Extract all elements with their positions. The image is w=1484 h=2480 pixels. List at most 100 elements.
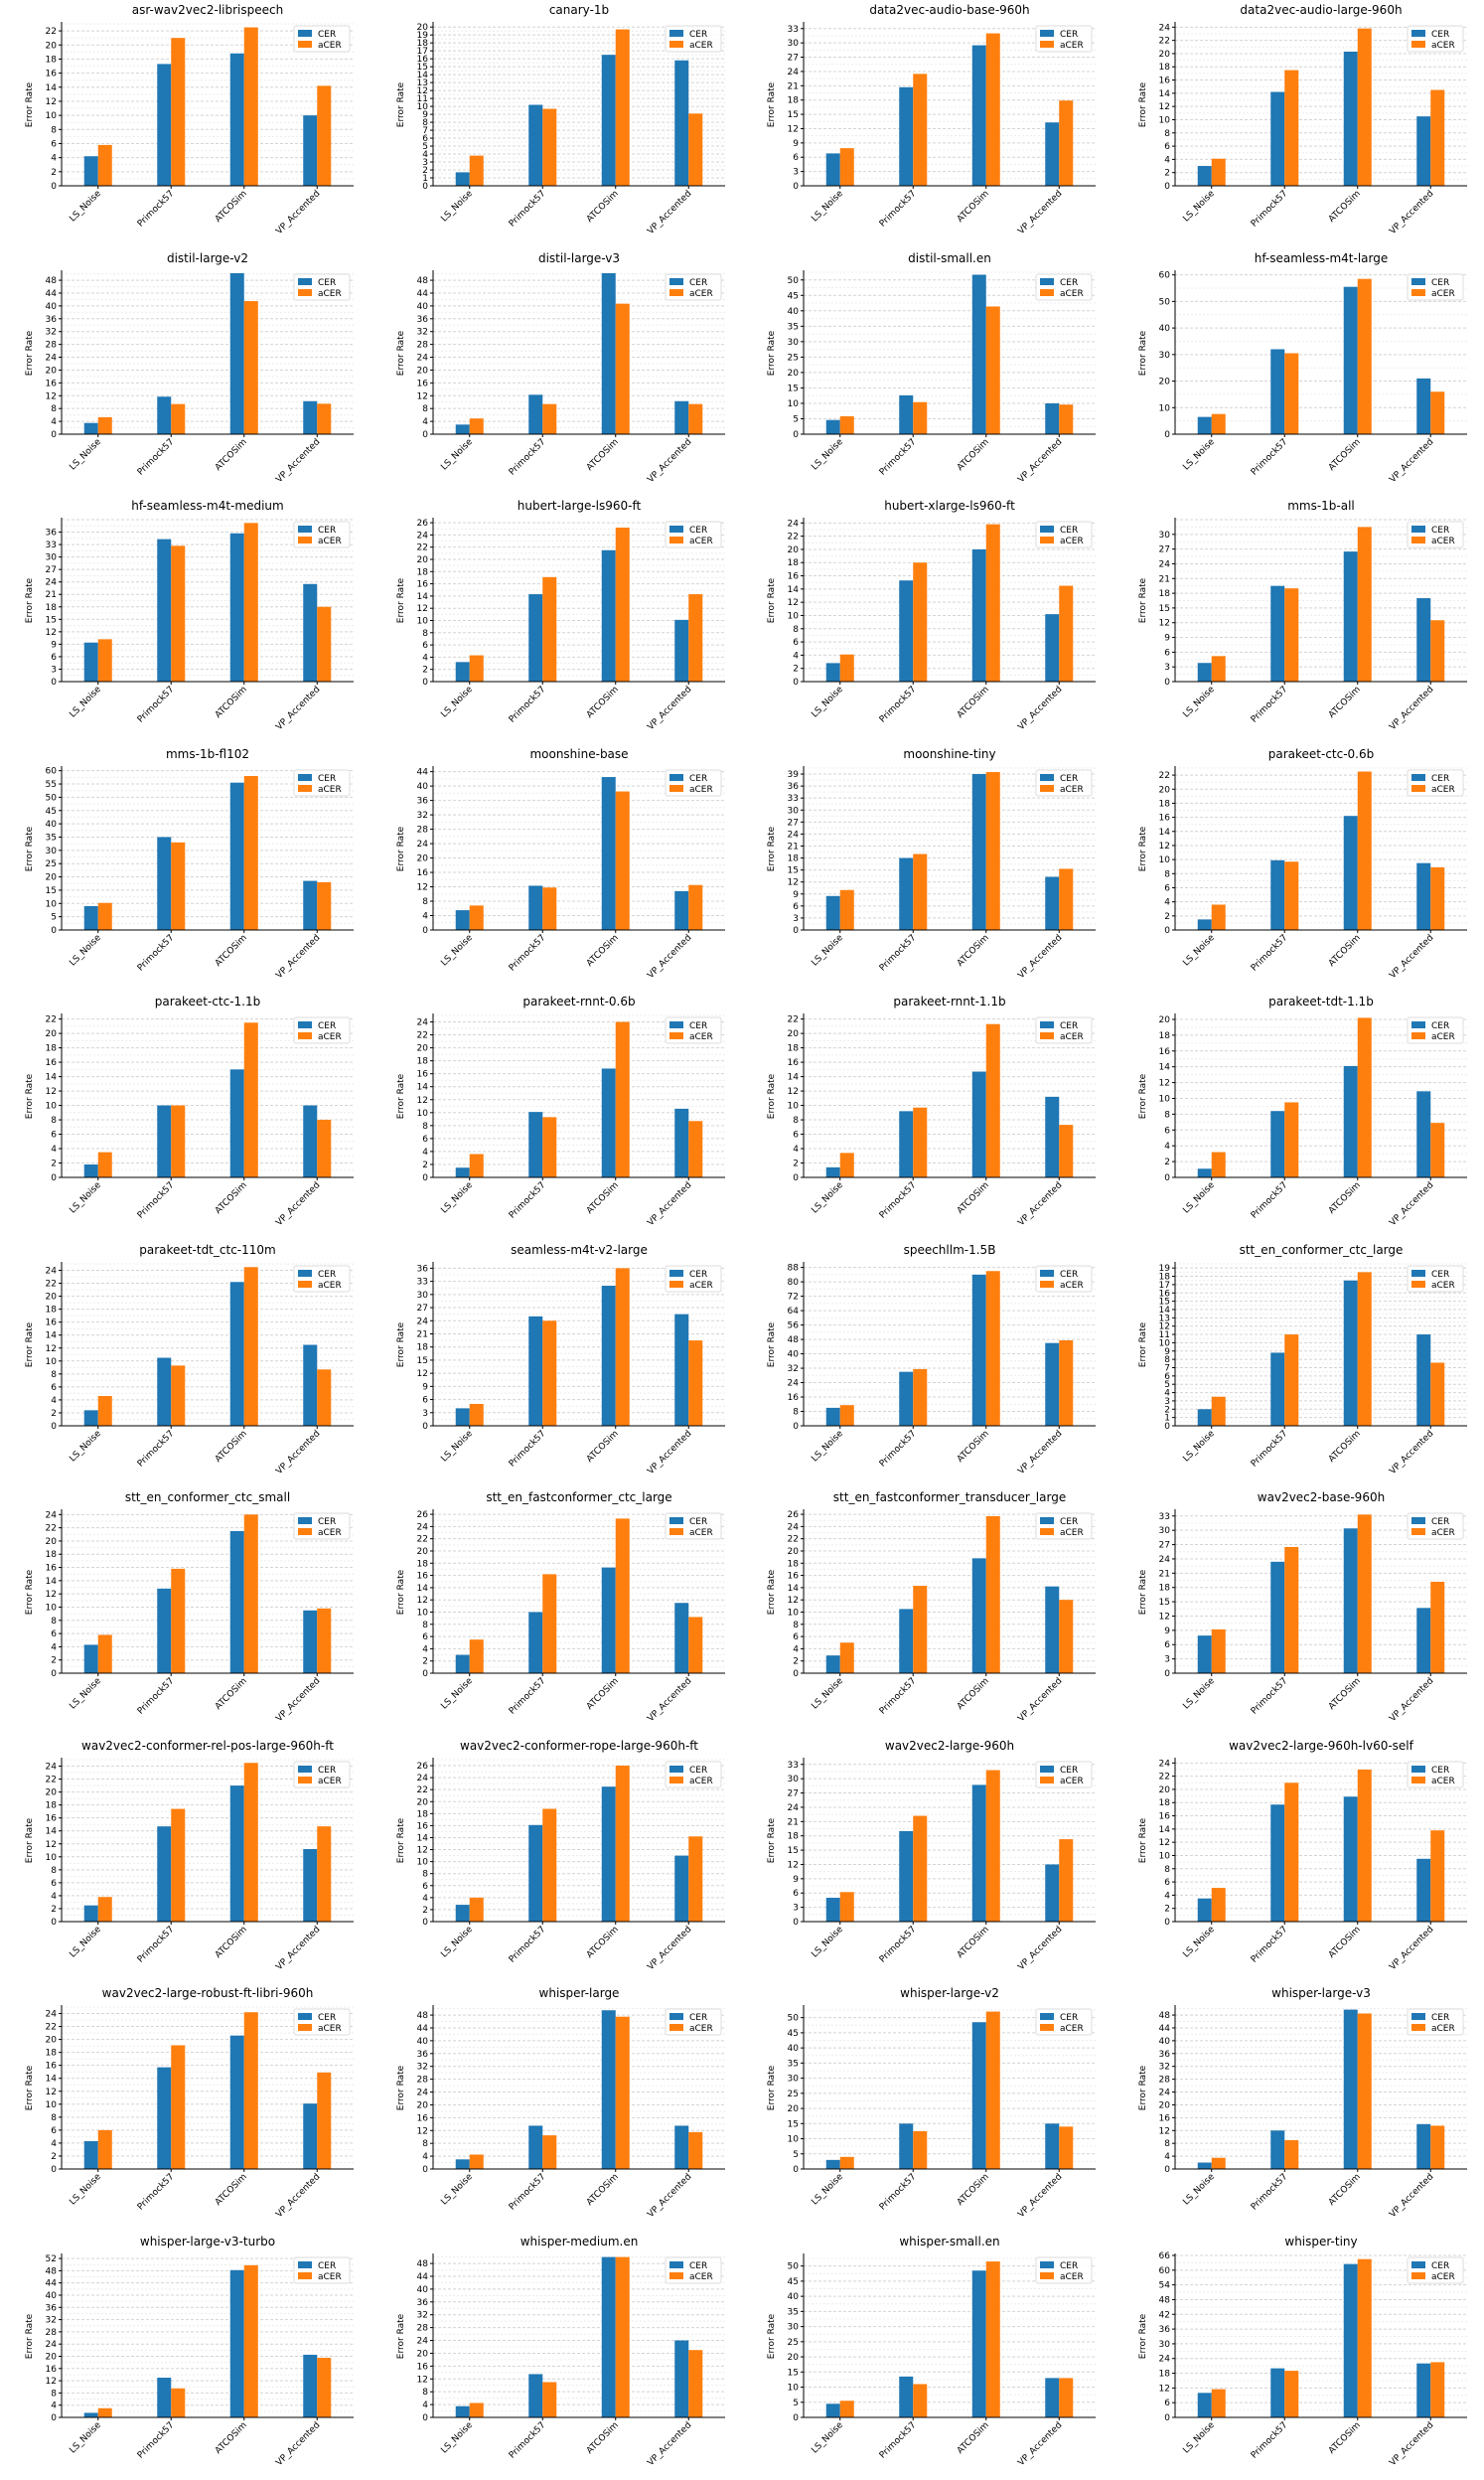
legend-swatch-acer: [1410, 288, 1425, 296]
y-tick-label: 9: [793, 139, 799, 149]
bar-acer-vp-accented: [687, 403, 702, 434]
y-axis-label: Error Rate: [767, 330, 777, 376]
y-tick-label: 4: [1164, 1891, 1170, 1901]
x-tick-label: Primock57: [878, 685, 919, 725]
y-tick-label: 25: [788, 2337, 799, 2347]
y-tick-label: 40: [788, 2044, 800, 2054]
bar-cer-vp-accented: [673, 2125, 688, 2169]
bar-cer-atcosim: [601, 1068, 616, 1177]
y-tick-label: 12: [46, 97, 57, 107]
y-tick-label: 2: [422, 666, 428, 676]
y-tick-label: 16: [46, 70, 58, 79]
bar-cer-primock57: [157, 2377, 172, 2417]
chart-panel: distil-small.en 0 5 10 15 20 25 30 35 40 45 50 Error…: [767, 251, 1096, 485]
bar-cer-ls-noise: [825, 419, 840, 434]
legend-swatch-acer: [1410, 1032, 1425, 1039]
y-tick-label: 27: [46, 565, 57, 575]
y-tick-label: 4: [422, 2152, 428, 2162]
x-tick-label: LS_Noise: [810, 1180, 845, 1216]
y-tick-label: 18: [416, 1342, 428, 1352]
y-tick-label: 12: [788, 877, 799, 887]
y-tick-label: 20: [788, 2104, 800, 2114]
bar-cer-vp-accented: [1045, 1342, 1060, 1426]
x-tick-label: VP_Accented: [646, 1429, 693, 1476]
x-tick-label: LS_Noise: [439, 932, 475, 968]
y-tick-label: 0: [422, 1669, 428, 1679]
y-tick-label: 55: [46, 780, 57, 790]
x-tick-label: ATCOSim: [584, 685, 620, 720]
y-axis-label: Error Rate: [767, 2065, 777, 2110]
bar-cer-vp-accented: [1415, 1091, 1430, 1177]
bar-cer-vp-accented: [673, 1855, 688, 1922]
x-tick-label: LS_Noise: [1181, 189, 1217, 225]
y-tick-label: 8: [1164, 869, 1170, 879]
y-tick-label: 4: [422, 2401, 428, 2410]
chart-title: stt_en_conformer_ctc_small: [125, 1490, 290, 1504]
y-tick-label: 9: [422, 110, 428, 120]
y-tick-label: 10: [46, 111, 58, 121]
legend-label-acer: aCER: [1431, 537, 1455, 546]
bar-acer-primock57: [541, 886, 556, 930]
y-axis-label: Error Rate: [1138, 330, 1148, 376]
legend-swatch-cer: [668, 2013, 683, 2020]
y-axis-label: Error Rate: [767, 1321, 777, 1367]
legend-label-acer: aCER: [1431, 2024, 1455, 2034]
y-tick-label: 18: [416, 1809, 428, 1819]
bar-cer-ls-noise: [455, 172, 470, 186]
bar-cer-primock57: [1269, 91, 1284, 186]
chart-title: parakeet-tdt-1.1b: [1268, 995, 1374, 1008]
bar-acer-primock57: [1283, 70, 1298, 186]
y-tick-label: 15: [1158, 1598, 1169, 1608]
y-axis-label: Error Rate: [396, 826, 406, 871]
legend-label-acer: aCER: [1431, 2272, 1455, 2282]
y-tick-label: 30: [788, 806, 800, 816]
chart-title: parakeet-rnnt-0.6b: [522, 995, 635, 1008]
y-tick-label: 24: [788, 1802, 800, 1812]
y-tick-label: 72: [788, 1292, 799, 1302]
bar-cer-ls-noise: [1197, 663, 1212, 682]
bar-acer-atcosim: [243, 523, 258, 682]
x-tick-label: Primock57: [878, 1676, 919, 1717]
y-tick-label: 12: [46, 1839, 57, 1849]
bar-cer-vp-accented: [1415, 2363, 1430, 2417]
legend-swatch-acer: [668, 784, 683, 792]
bar-acer-ls-noise: [97, 1152, 112, 1177]
legend-label-cer: CER: [689, 1766, 707, 1776]
y-tick-label: 20: [416, 853, 428, 863]
y-tick-label: 20: [416, 366, 428, 376]
y-axis-label: Error Rate: [25, 81, 35, 127]
x-tick-label: VP_Accented: [1388, 933, 1435, 981]
y-tick-label: 5: [1164, 1380, 1170, 1390]
y-tick-label: 24: [788, 1378, 800, 1388]
legend-swatch-acer: [1410, 537, 1425, 543]
bar-acer-vp-accented: [317, 402, 332, 434]
x-tick-label: ATCOSim: [214, 437, 249, 473]
x-tick-label: LS_Noise: [1181, 1180, 1217, 1216]
chart-panel: parakeet-tdt_ctc-110m0246810121416182022…: [25, 1243, 354, 1476]
legend-swatch-cer: [1040, 1269, 1054, 1277]
y-tick-label: 4: [51, 1145, 57, 1155]
y-tick-label: 7: [422, 126, 428, 136]
y-tick-label: 12: [46, 2377, 57, 2387]
y-tick-label: 22: [416, 1535, 427, 1545]
x-tick-label: VP_Accented: [1016, 437, 1064, 485]
y-tick-label: 24: [46, 1762, 58, 1772]
legend-swatch-acer: [298, 1776, 312, 1783]
y-tick-label: 16: [416, 55, 428, 65]
y-tick-label: 4: [422, 1893, 428, 1903]
y-tick-label: 48: [46, 2266, 58, 2276]
y-tick-label: 32: [416, 2310, 427, 2320]
legend-label-acer: aCER: [318, 785, 342, 795]
y-axis-label: Error Rate: [396, 330, 406, 376]
x-tick-label: VP_Accented: [646, 685, 693, 732]
legend-swatch-acer: [1040, 1032, 1054, 1039]
y-tick-label: 16: [1158, 1047, 1170, 1057]
bar-cer-atcosim: [229, 53, 244, 187]
y-tick-label: 4: [793, 1644, 799, 1654]
legend-swatch-acer: [668, 1032, 683, 1039]
chart-title: parakeet-ctc-0.6b: [1267, 747, 1374, 761]
chart-title: wav2vec2-large-960h-lv60-self: [1229, 1739, 1414, 1753]
legend-swatch-cer: [298, 2260, 312, 2268]
legend-label-cer: CER: [318, 30, 336, 40]
bar-acer-atcosim: [1357, 278, 1372, 434]
